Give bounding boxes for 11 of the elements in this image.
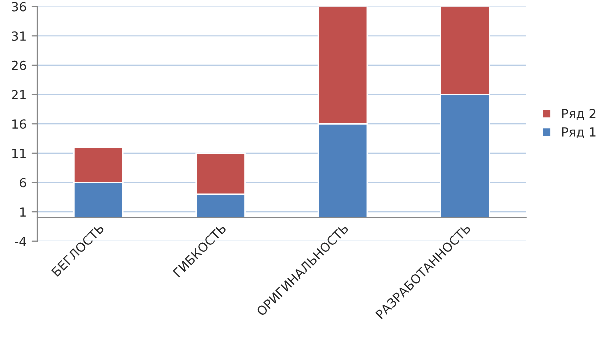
y-tick-label: -4	[15, 237, 26, 246]
y-tick-label: 16	[12, 120, 26, 130]
y-tick-label: 26	[12, 60, 26, 70]
y-tick-label: 31	[12, 32, 26, 42]
y-tick-label: 6	[20, 178, 26, 188]
y-tick-label: 1	[20, 208, 26, 217]
y-tick-label: 21	[12, 90, 26, 100]
legend-label: Ряд 2	[562, 109, 596, 120]
y-tick-label: 11	[12, 149, 26, 158]
legend-label: Ряд 1	[562, 128, 596, 138]
y-tick-label: 36	[12, 2, 26, 12]
